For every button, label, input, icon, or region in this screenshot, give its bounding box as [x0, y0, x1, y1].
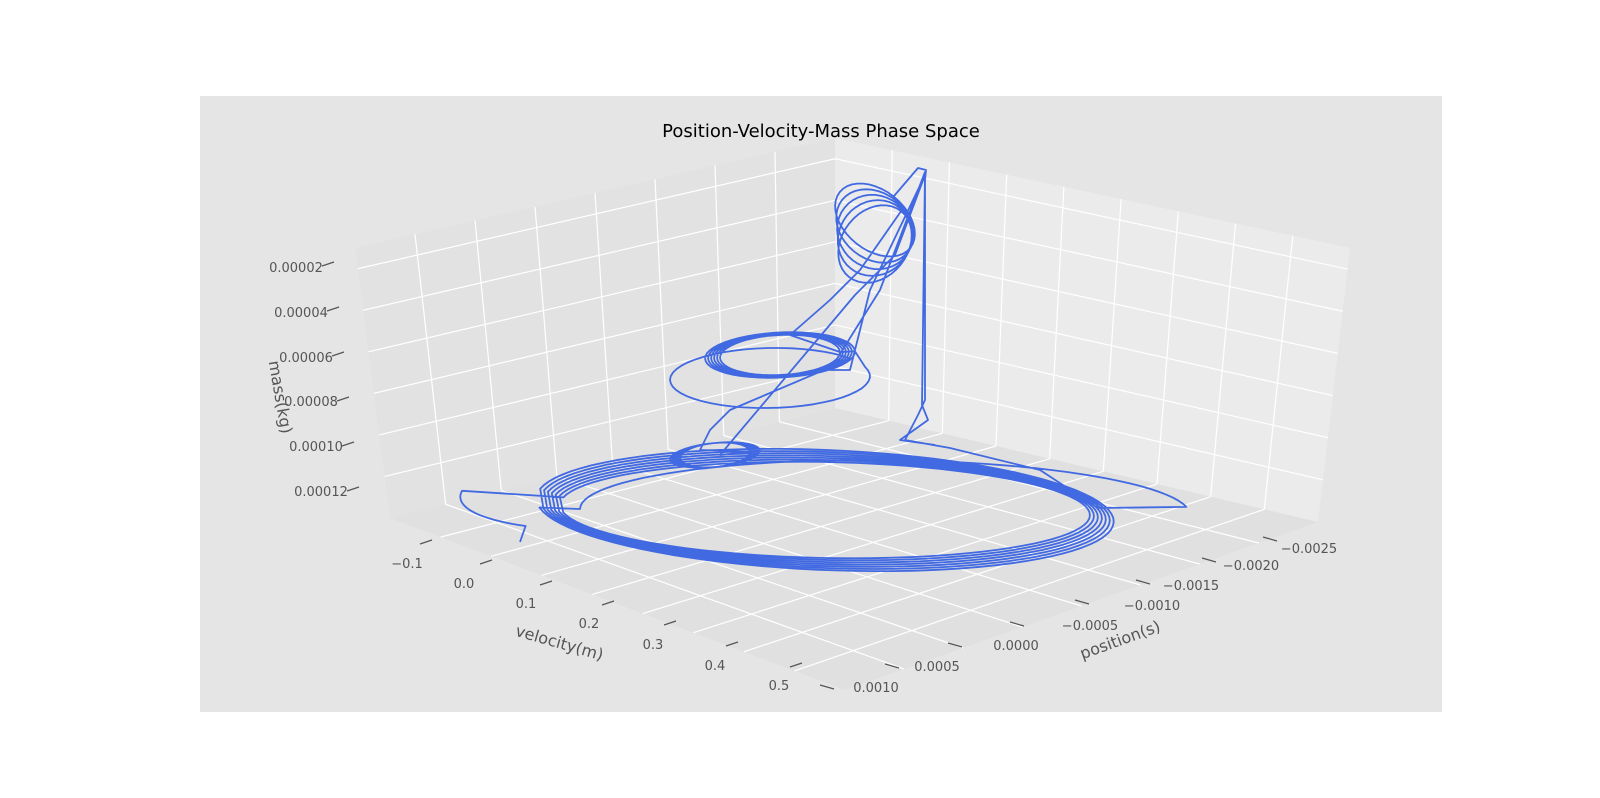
grid-line-left-horizontal — [368, 241, 836, 353]
y-tick-labels: −0.1 0.0 0.1 0.2 0.3 0.4 0.5 — [391, 557, 789, 694]
y-tick-mark — [789, 662, 803, 668]
x-tick-labels: 0.00100.00050.0000−0.0005−0.0010−0.0015−… — [853, 542, 1337, 696]
x-tick-mark — [1009, 621, 1025, 627]
grid-line-left-horizontal — [384, 365, 836, 478]
y-tick-mark — [601, 600, 615, 606]
z-tick-mark — [321, 261, 335, 267]
x-tick-mark — [1135, 579, 1151, 585]
pane-floor — [390, 408, 1318, 690]
grid-line-right-vertical — [995, 174, 1008, 447]
grid-line-floor-b — [556, 476, 1023, 628]
pane-left-wall — [355, 138, 835, 518]
grid-line-right-vertical — [941, 162, 951, 434]
y-tick-mark — [539, 580, 553, 586]
grid-line-left-vertical — [594, 192, 614, 464]
x-tick-label: 0.0005 — [914, 660, 960, 675]
x-tick-label: −0.0010 — [1124, 599, 1180, 614]
grid-line-right-vertical — [1210, 223, 1237, 497]
grid-line-left-horizontal — [373, 282, 836, 394]
grid-line-floor-b — [612, 462, 1082, 607]
y-tick-mark — [419, 539, 433, 545]
grid-line-right-vertical — [1049, 186, 1065, 459]
z-tick-labels: 0.00002 0.00004 0.00006 0.00008 0.00010 0.000… — [269, 261, 348, 500]
grid-line-left-horizontal — [362, 199, 836, 311]
grid-line-right-horizontal — [834, 241, 1338, 354]
x-tick-mark — [1262, 536, 1278, 542]
grid-line-left-vertical — [474, 220, 502, 491]
z-tick-mark — [326, 306, 340, 312]
chart-title: Position-Velocity-Mass Phase Space — [662, 121, 980, 142]
grid-line-left-horizontal — [379, 324, 836, 436]
x-tick-label: −0.0005 — [1062, 619, 1118, 634]
x-tick-mark — [1074, 599, 1090, 605]
z-tick-label: 0.00002 — [269, 261, 323, 276]
grid-line-left-horizontal — [357, 158, 836, 270]
y-tick-label: 0.1 — [516, 597, 537, 612]
z-tick-label: 0.00006 — [279, 351, 333, 366]
grid-line-left-vertical — [654, 179, 669, 450]
y-tick-label: 0.5 — [769, 679, 790, 694]
x-tick-mark — [819, 684, 835, 690]
x-tick-label: −0.0015 — [1163, 579, 1219, 594]
y-tick-mark — [725, 641, 739, 647]
z-tick-mark — [346, 486, 360, 492]
y-tick-mark — [479, 559, 493, 565]
y-tick-label: −0.1 — [391, 557, 423, 572]
x-tick-label: −0.0020 — [1223, 559, 1279, 574]
series-trajectory-line — [459, 167, 1188, 572]
x-tick-label: −0.0025 — [1281, 542, 1337, 557]
grid-line-floor-b — [501, 489, 964, 649]
grid-line-floor-b — [445, 503, 905, 670]
grid-line-left-vertical — [714, 165, 725, 436]
grid-line-right-vertical — [1102, 199, 1122, 472]
grid-line-left-vertical — [414, 234, 447, 505]
grid-line-right-horizontal — [834, 324, 1328, 439]
grid-line-right-horizontal — [834, 199, 1343, 312]
pane-right-wall — [835, 138, 1350, 522]
y-tick-label: 0.4 — [705, 659, 726, 674]
tick-marks — [321, 261, 1278, 690]
z-tick-label: 0.00012 — [294, 485, 348, 500]
grid-line-floor-b — [667, 448, 1141, 586]
x-tick-label: 0.0000 — [993, 639, 1039, 654]
grid-line-right-vertical — [1263, 235, 1294, 510]
z-tick-label: 0.00004 — [274, 306, 328, 321]
grid-line-right-horizontal — [834, 158, 1348, 270]
grid-line-right-vertical — [1156, 211, 1179, 485]
x-tick-mark — [884, 663, 900, 669]
grid-line-left-vertical — [534, 206, 558, 477]
y-tick-label: 0.3 — [643, 638, 664, 653]
z-tick-label: 0.00008 — [284, 395, 338, 410]
grid-line-right-horizontal — [834, 282, 1333, 397]
x-tick-label: 0.0010 — [853, 681, 899, 696]
x-tick-mark — [1201, 557, 1217, 563]
z-tick-label: 0.00010 — [289, 440, 343, 455]
x-tick-mark — [947, 642, 963, 648]
grid-line-floor-b — [779, 421, 1260, 544]
z-tick-mark — [336, 396, 350, 402]
z-tick-mark — [341, 441, 355, 447]
z-tick-mark — [331, 351, 345, 357]
y-tick-label: 0.2 — [579, 617, 600, 632]
y-tick-label: 0.0 — [454, 577, 475, 592]
grid-line-right-horizontal — [834, 365, 1324, 481]
y-tick-mark — [663, 620, 677, 626]
